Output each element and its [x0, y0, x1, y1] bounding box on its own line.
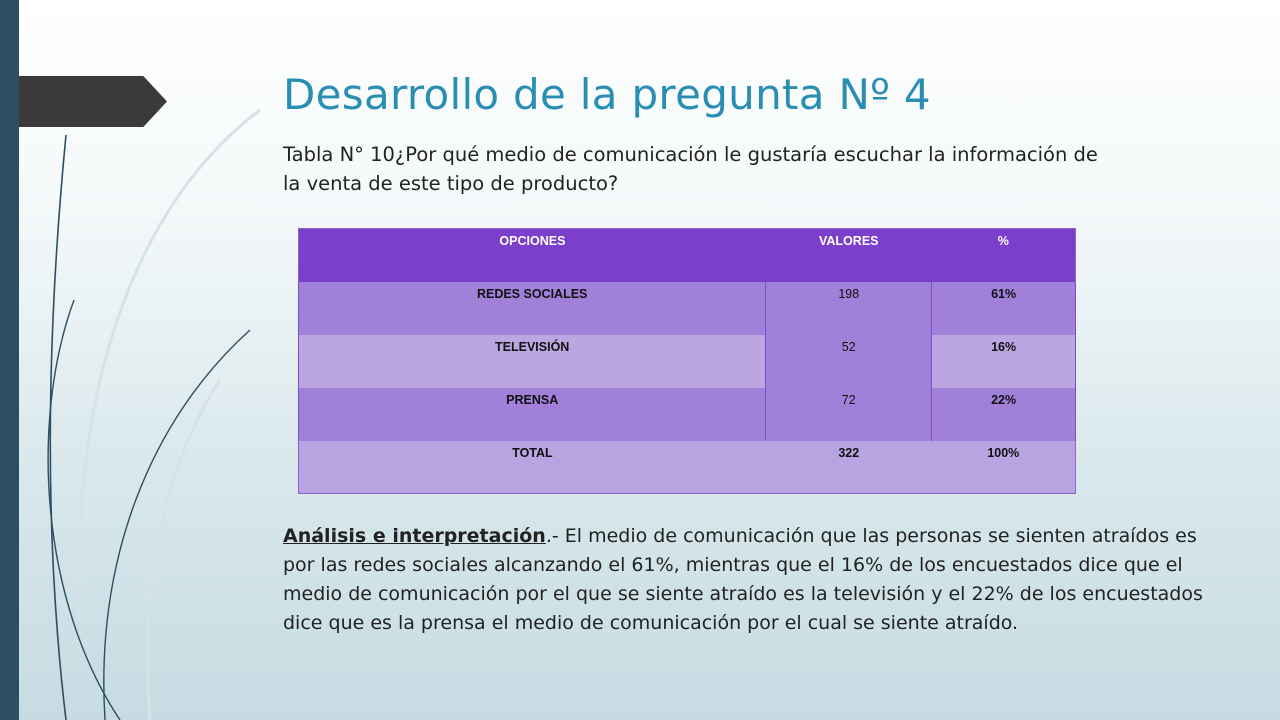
analysis-text: .- El medio de comunicación que las pers… — [283, 525, 1203, 634]
row-option: PRENSA — [297, 387, 767, 441]
row-option: TELEVISIÓN — [297, 334, 767, 388]
header-percent: % — [931, 228, 1076, 282]
table-caption: Tabla N° 10¿Por qué medio de comunicació… — [283, 143, 1098, 195]
table-row: REDES SOCIALES 198 61% — [297, 281, 1076, 335]
slide-title: Desarrollo de la pregunta Nº 4 — [283, 70, 931, 119]
row-percent: 16% — [931, 334, 1076, 388]
left-accent-bar — [0, 0, 19, 720]
table-row: PRENSA 72 22% — [297, 387, 1076, 441]
row-value: 52 — [765, 334, 933, 388]
total-label: TOTAL — [298, 440, 766, 494]
decorative-curves — [47, 108, 261, 720]
total-percent: 100% — [931, 440, 1076, 494]
results-table: OPCIONES VALORES % REDES SOCIALES 198 61… — [297, 228, 1076, 494]
analysis-paragraph: Análisis e interpretación.- El medio de … — [283, 522, 1218, 638]
row-percent: 61% — [931, 281, 1076, 335]
row-percent: 22% — [931, 387, 1076, 441]
title-flag-marker — [19, 76, 167, 127]
table-total-row: TOTAL 322 100% — [298, 440, 1076, 494]
table-header-row: OPCIONES VALORES % — [298, 228, 1076, 282]
row-option: REDES SOCIALES — [297, 281, 767, 335]
table-row: TELEVISIÓN 52 16% — [297, 334, 1076, 388]
row-value: 72 — [765, 387, 933, 441]
row-value: 198 — [765, 281, 933, 335]
header-opciones: OPCIONES — [298, 228, 766, 282]
total-value: 322 — [765, 440, 932, 494]
header-valores: VALORES — [765, 228, 932, 282]
analysis-heading: Análisis e interpretación — [283, 525, 546, 547]
